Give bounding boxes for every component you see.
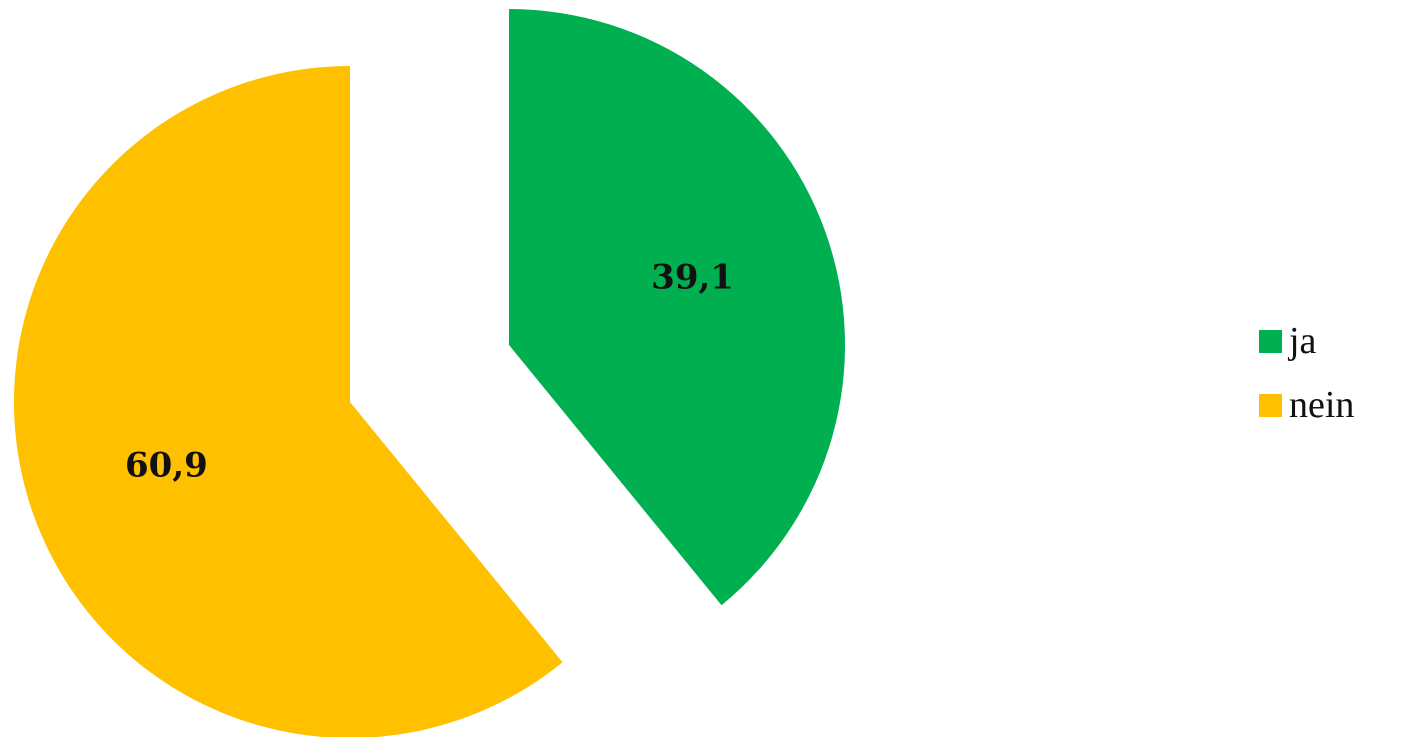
data-label-ja: 39,1	[651, 258, 734, 298]
pie-slice-ja	[509, 9, 845, 606]
data-label-nein: 60,9	[125, 445, 208, 485]
chart-legend: ja nein	[1259, 318, 1354, 446]
pie-data-labels: 39,1 60,9	[125, 258, 734, 486]
legend-label-ja: ja	[1289, 320, 1317, 362]
legend-swatch-ja	[1259, 329, 1282, 353]
legend-label-nein: nein	[1289, 384, 1355, 426]
pie-slice-nein	[14, 66, 563, 737]
pie-slices	[14, 9, 845, 737]
legend-swatch-nein	[1259, 393, 1282, 417]
legend-item-nein: nein	[1259, 382, 1354, 428]
legend-item-ja: ja	[1259, 318, 1354, 364]
